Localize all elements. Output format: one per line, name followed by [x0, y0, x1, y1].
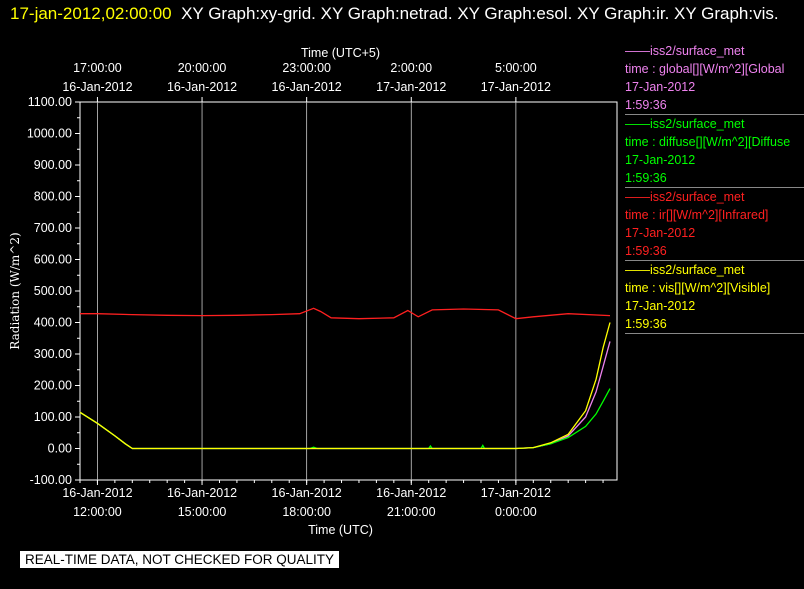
- x-tick-date: 16-Jan-2012: [376, 486, 446, 500]
- x2-tick-time: 23:00:00: [282, 61, 331, 75]
- legend-source: ——iss2/surface_met: [625, 190, 745, 204]
- x-tick-time: 21:00:00: [387, 505, 436, 519]
- legend-time: 1:59:36: [625, 317, 667, 331]
- y-tick-label: 500.00: [34, 284, 72, 298]
- x2-tick-time: 2:00:00: [390, 61, 432, 75]
- x-axis-label: Time (UTC): [308, 523, 373, 537]
- y-tick-label: 200.00: [34, 379, 72, 393]
- series-line-diffuse: [79, 388, 611, 450]
- header-graph-list: XY Graph:xy-grid. XY Graph:netrad. XY Gr…: [181, 4, 779, 23]
- y-tick-label: 600.00: [34, 253, 72, 267]
- x2-tick-date: 17-Jan-2012: [376, 80, 446, 94]
- y-tick-label: 300.00: [34, 347, 72, 361]
- x2-tick-date: 16-Jan-2012: [272, 80, 342, 94]
- x-tick-date: 16-Jan-2012: [272, 486, 342, 500]
- legend-source: ——iss2/surface_met: [625, 117, 745, 131]
- y-tick-label: 400.00: [34, 316, 72, 330]
- legend-time: 1:59:36: [625, 98, 667, 112]
- header: 17-jan-2012,02:00:00 XY Graph:xy-grid. X…: [10, 2, 800, 26]
- legend-field: time : ir[][W/m^2][Infrared]: [625, 208, 769, 222]
- x-tick-date: 16-Jan-2012: [62, 486, 132, 500]
- plot-frame: [79, 101, 618, 481]
- series-line-ir: [80, 307, 611, 320]
- legend-field: time : vis[][W/m^2][Visible]: [625, 281, 771, 295]
- x-tick-date: 17-Jan-2012: [481, 486, 551, 500]
- x2-tick-date: 16-Jan-2012: [62, 80, 132, 94]
- legend-date: 17-Jan-2012: [625, 226, 696, 240]
- y-axis-label: Radiation (W/m^2): [8, 232, 22, 349]
- x2-axis-label: Time (UTC+5): [301, 46, 380, 60]
- legend-source: ——iss2/surface_met: [625, 44, 745, 58]
- x2-tick-time: 20:00:00: [178, 61, 227, 75]
- header-timestamp: 17-jan-2012,02:00:00: [10, 4, 172, 23]
- series-line-global: [79, 341, 611, 450]
- legend-field: time : global[][W/m^2][Global: [625, 62, 785, 76]
- x-tick-time: 0:00:00: [495, 505, 537, 519]
- x-tick-time: 18:00:00: [282, 505, 331, 519]
- y-tick-label: 700.00: [34, 221, 72, 235]
- y-tick-label: 1100.00: [28, 95, 72, 109]
- x2-tick-date: 17-Jan-2012: [481, 80, 551, 94]
- series-line-vis: [79, 322, 611, 450]
- x2-tick-time: 17:00:00: [73, 61, 122, 75]
- x-tick-time: 12:00:00: [73, 505, 122, 519]
- y-tick-label: 100.00: [34, 410, 72, 424]
- y-tick-label: 800.00: [34, 190, 72, 204]
- x2-tick-date: 16-Jan-2012: [167, 80, 237, 94]
- quality-note: REAL-TIME DATA, NOT CHECKED FOR QUALITY: [20, 551, 340, 568]
- y-tick-label: 0.00: [48, 442, 72, 456]
- legend-time: 1:59:36: [625, 244, 667, 258]
- legend-date: 17-Jan-2012: [625, 299, 696, 313]
- y-tick-label: -100.00: [30, 473, 72, 487]
- x2-tick-time: 5:00:00: [495, 61, 537, 75]
- y-tick-label: 1000.00: [27, 127, 72, 141]
- legend-source: ——iss2/surface_met: [625, 263, 745, 277]
- legend-field: time : diffuse[][W/m^2][Diffuse: [625, 135, 791, 149]
- legend-date: 17-Jan-2012: [625, 80, 696, 94]
- legend-date: 17-Jan-2012: [625, 153, 696, 167]
- legend-time: 1:59:36: [625, 171, 667, 185]
- x-tick-date: 16-Jan-2012: [167, 486, 237, 500]
- x-tick-time: 15:00:00: [178, 505, 227, 519]
- y-tick-label: 900.00: [34, 158, 72, 172]
